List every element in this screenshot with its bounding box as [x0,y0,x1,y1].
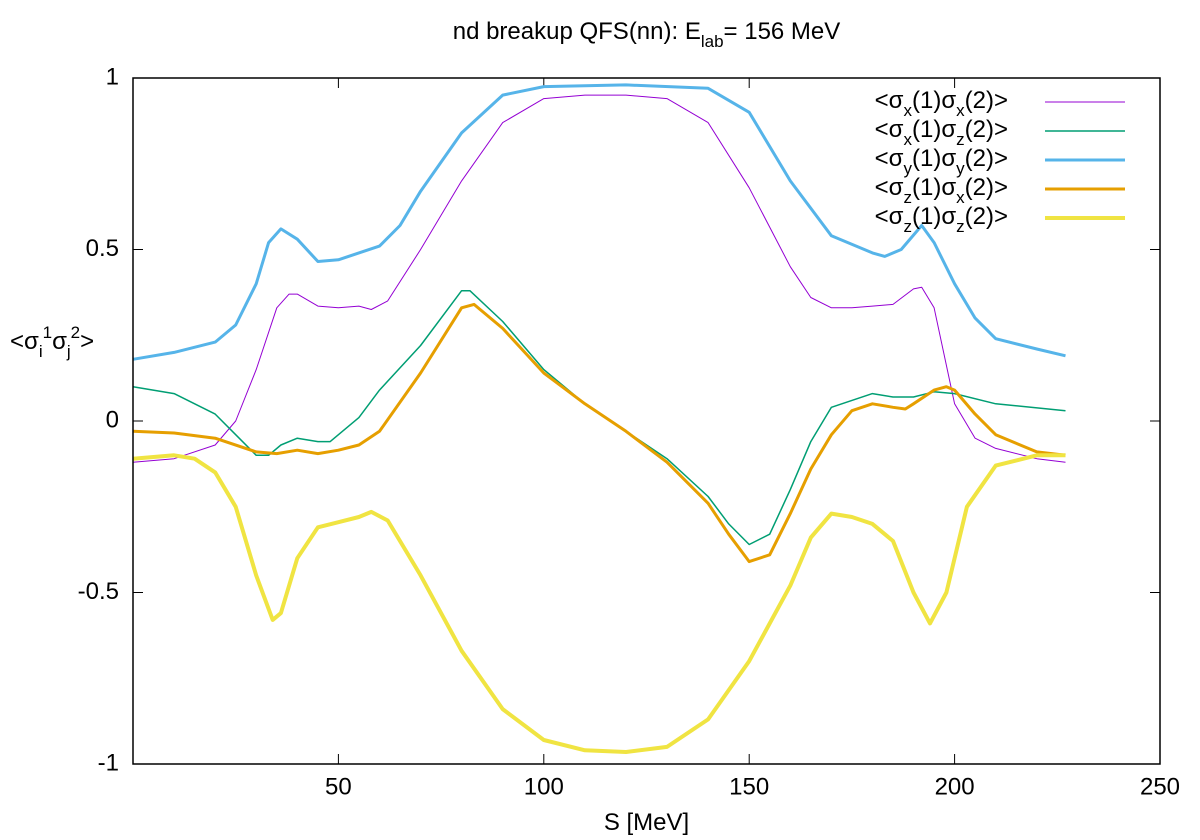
legend-label-part: y [903,159,912,178]
legend-label-part: z [903,217,912,236]
legend-label-part: (1)σ [912,87,956,114]
plot-frame [132,77,1161,765]
legend-label-part: <σ [875,116,904,143]
series-line [132,453,1066,754]
y-axis-label: <σi1σj2> [10,323,94,361]
legend-label: <σy(1)σy(2)> [875,145,1008,178]
x-tick-label: 100 [524,773,564,800]
chart-title-part: nd breakup QFS(nn): E [453,18,701,45]
y-axis-label-part: > [80,328,94,355]
series-line [132,94,1066,463]
y-axis-label-part: <σ [10,328,39,355]
legend-label: <σz(1)σz(2)> [875,203,1008,236]
chart-title: nd breakup QFS(nn): Elab= 156 MeV [453,18,841,51]
legend-label-part: (1)σ [912,174,956,201]
legend-label-part: x [956,101,965,120]
legend-label: <σx(1)σx(2)> [875,87,1008,120]
legend-label: <σz(1)σx(2)> [875,174,1008,207]
legend-label-part: (2)> [965,87,1008,114]
y-tick-label: -0.5 [78,578,119,605]
x-tick-label: 200 [935,773,975,800]
y-tick-label: -1 [98,749,119,776]
x-axis-label: S [MeV] [604,809,689,836]
y-axis-label-part: j [66,342,71,361]
legend-label-part: <σ [875,203,904,230]
y-tick-label: 0.5 [86,235,119,262]
legend-label-part: z [903,188,912,207]
legend-label-part: (2)> [965,203,1008,230]
series-line [132,83,1066,361]
chart-title-part: lab [701,32,724,51]
legend-label-part: <σ [875,174,904,201]
legend-label-part: x [903,101,912,120]
legend-label-part: (1)σ [912,116,956,143]
series-line [132,302,1066,564]
legend-label-part: x [903,130,912,149]
y-axis-label-part: 1 [43,323,52,342]
legend-label-part: (1)σ [912,145,956,172]
x-axis-label-part: S [MeV] [604,809,689,836]
y-axis-label-part: i [39,342,43,361]
y-tick-label: 0 [106,406,119,433]
chart-title-part: = 156 MeV [724,18,841,45]
y-axis-label-part: σ [52,328,67,355]
legend-label-part: (2)> [965,145,1008,172]
legend-label-part: <σ [875,87,904,114]
legend-label-part: z [956,217,965,236]
legend-label-part: (2)> [965,174,1008,201]
legend-label-part: y [956,159,965,178]
legend-label-part: z [956,130,965,149]
x-tick-label: 250 [1140,773,1180,800]
legend-label: <σx(1)σz(2)> [875,116,1008,149]
x-tick-label: 50 [325,773,352,800]
legend-label-part: x [956,188,965,207]
y-tick-label: 1 [106,63,119,90]
legend-label-part: <σ [875,145,904,172]
legend-label-part: (2)> [965,116,1008,143]
x-tick-label: 150 [729,773,769,800]
y-axis-label-part: 2 [71,323,80,342]
legend-label-part: (1)σ [912,203,956,230]
